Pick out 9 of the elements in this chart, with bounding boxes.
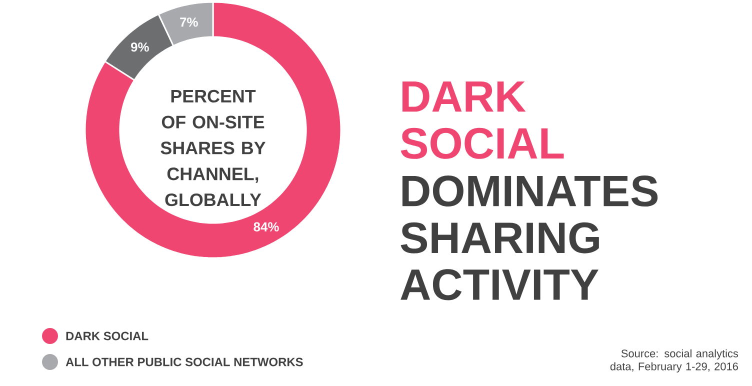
data-label: 84% bbox=[254, 222, 279, 232]
text: DARK SOCIAL bbox=[400, 82, 564, 159]
text: DOMINATES SHARING ACTIVITY bbox=[400, 176, 658, 300]
legend-label: ALL OTHER PUBLIC SOCIAL NETWORKS bbox=[66, 358, 303, 366]
data-label: 7% bbox=[180, 18, 198, 27]
text: PERCENT OF ON-SITE SHARES BY CHANNEL, GLOBALLY bbox=[160, 90, 266, 206]
data-label: 9% bbox=[131, 42, 149, 52]
legend-label: DARK SOCIAL bbox=[66, 332, 148, 340]
source-note: Source: social analytics data, February 1-29, 2016 bbox=[610, 349, 738, 372]
